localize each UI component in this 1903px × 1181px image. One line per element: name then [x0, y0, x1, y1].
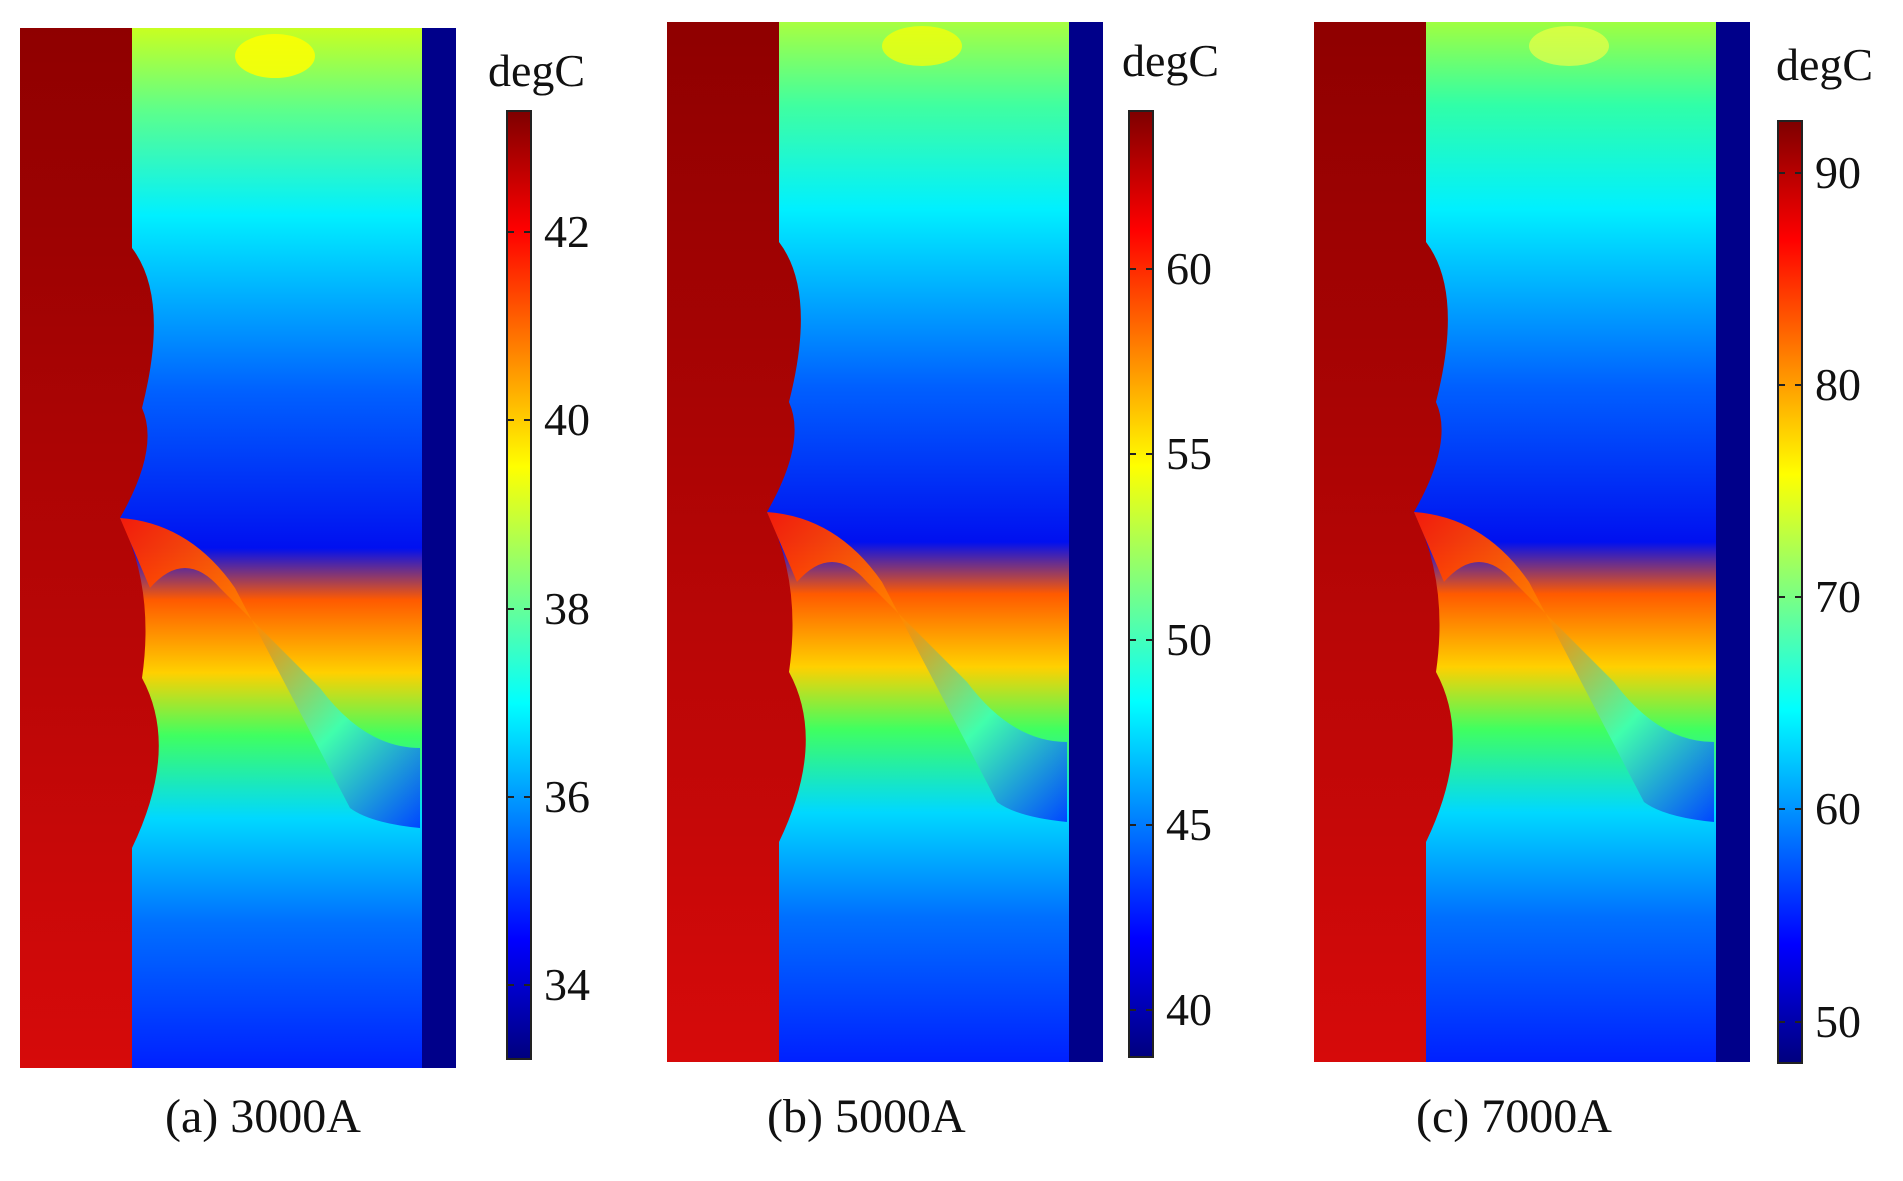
colorbar-tick-mark — [1146, 823, 1154, 826]
colorbar-tick-mark — [506, 607, 514, 610]
colorbar-tick-mark — [1146, 1008, 1154, 1011]
colorbar-tick-mark — [1128, 453, 1136, 456]
colorbar-tick-label: 42 — [544, 206, 590, 258]
colorbar-tick-mark — [506, 795, 514, 798]
temperature-field-b — [667, 22, 1103, 1062]
colorbar-tick-label: 90 — [1815, 147, 1861, 199]
colorbar-tick-mark — [1795, 1020, 1803, 1023]
colorbar-tick-mark — [1795, 596, 1803, 599]
colorbar-tick-mark — [1777, 1020, 1785, 1023]
colorbar — [1128, 110, 1154, 1058]
colorbar-tick-label: 55 — [1166, 428, 1212, 480]
unit-label: degC — [1776, 39, 1874, 90]
colorbar-tick-mark — [1146, 453, 1154, 456]
colorbar-tick-mark — [506, 419, 514, 422]
panel-caption: (a) 3000A — [165, 1090, 361, 1143]
colorbar-tick-mark — [506, 983, 514, 986]
colorbar-tick-mark — [1128, 823, 1136, 826]
colorbar-tick-label: 60 — [1815, 783, 1861, 835]
colorbar-tick-mark — [1795, 172, 1803, 175]
colorbar-tick-label: 38 — [544, 582, 590, 634]
colorbar-tick-mark — [1777, 596, 1785, 599]
temperature-field-c — [1314, 22, 1750, 1062]
colorbar-tick-label: 45 — [1166, 798, 1212, 850]
colorbar-tick-mark — [1777, 808, 1785, 811]
panel-b: degC (b) 5000A 40 45 50 55 60 — [634, 0, 1268, 1181]
unit-label: degC — [1122, 35, 1220, 86]
colorbar — [1777, 120, 1803, 1064]
colorbar-tick-label: 60 — [1166, 243, 1212, 295]
colorbar-tick-label: 70 — [1815, 571, 1861, 623]
colorbar — [506, 110, 532, 1060]
colorbar-tick-label: 36 — [544, 770, 590, 822]
colorbar-tick-mark — [1146, 638, 1154, 641]
panel-a: degC (a) 3000A 34 36 38 40 42 — [0, 0, 634, 1181]
colorbar-tick-mark — [1795, 808, 1803, 811]
colorbar-tick-mark — [1128, 1008, 1136, 1011]
colorbar-tick-mark — [1146, 268, 1154, 271]
temperature-field-a — [20, 28, 456, 1068]
colorbar-tick-mark — [506, 231, 514, 234]
colorbar-tick-label: 40 — [1166, 983, 1212, 1035]
colorbar-tick-mark — [1128, 638, 1136, 641]
panel-caption: (c) 7000A — [1416, 1090, 1612, 1143]
colorbar-tick-mark — [1128, 268, 1136, 271]
colorbar-tick-label: 50 — [1815, 995, 1861, 1047]
colorbar-tick-mark — [524, 419, 532, 422]
panel-c: degC (c) 7000A 50 60 70 80 90 — [1268, 0, 1903, 1181]
colorbar-tick-label: 34 — [544, 958, 590, 1010]
unit-label: degC — [488, 45, 586, 96]
colorbar-tick-mark — [524, 795, 532, 798]
colorbar-tick-mark — [524, 231, 532, 234]
colorbar-tick-label: 50 — [1166, 613, 1212, 665]
colorbar-tick-mark — [1777, 172, 1785, 175]
colorbar-tick-mark — [1795, 384, 1803, 387]
panel-caption: (b) 5000A — [767, 1090, 966, 1143]
colorbar-tick-label: 80 — [1815, 359, 1861, 411]
colorbar-tick-mark — [524, 607, 532, 610]
colorbar-tick-mark — [1777, 384, 1785, 387]
colorbar-tick-label: 40 — [544, 394, 590, 446]
colorbar-tick-mark — [524, 983, 532, 986]
